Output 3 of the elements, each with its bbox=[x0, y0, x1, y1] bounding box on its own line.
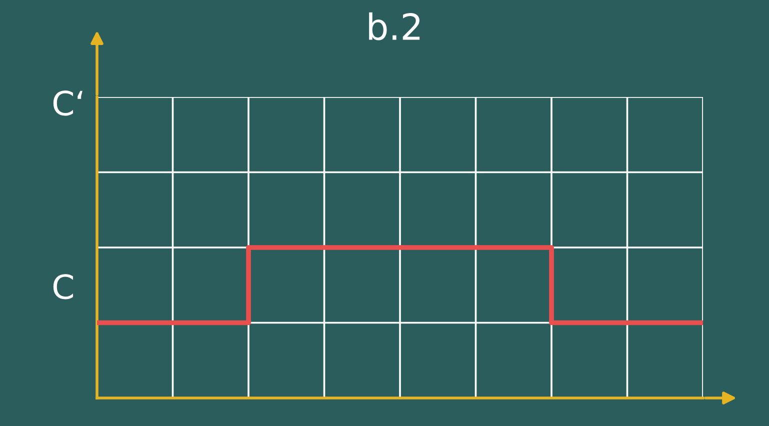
chart-title: b.2 bbox=[369, 12, 420, 40]
text: C‘ bbox=[53, 90, 82, 116]
text: C bbox=[53, 274, 74, 300]
